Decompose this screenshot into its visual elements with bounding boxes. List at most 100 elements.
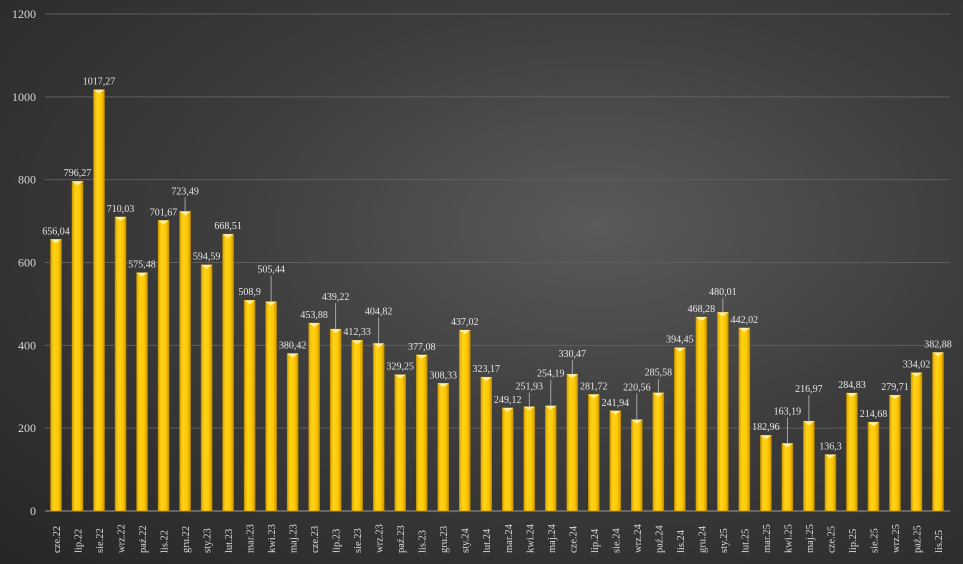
x-tick-label: mar.25 — [762, 524, 773, 553]
data-label: 281,72 — [580, 381, 608, 392]
data-label: 251,93 — [516, 382, 544, 393]
x-tick-label: lip.22 — [74, 529, 85, 553]
x-tick-label: wrz.22 — [117, 524, 128, 553]
bar — [329, 328, 342, 512]
x-tick-label: mar.24 — [504, 523, 515, 553]
data-label: 723,49 — [171, 186, 199, 197]
bar-cap — [545, 405, 557, 410]
x-tick-label: wrz.24 — [633, 523, 644, 553]
data-label: 330,47 — [559, 349, 587, 360]
data-label: 334,02 — [903, 360, 931, 371]
data-label: 163,19 — [774, 406, 802, 417]
bar — [910, 372, 923, 512]
bar-cap — [373, 343, 385, 348]
x-tick-label: lut.24 — [482, 528, 493, 553]
bar-cap — [459, 330, 471, 335]
data-label: 214,68 — [860, 409, 888, 420]
bar-cap — [330, 329, 342, 334]
bar — [136, 272, 148, 512]
x-tick-label: wrz.25 — [891, 524, 902, 553]
bar-cap — [674, 347, 686, 352]
bar-cap — [480, 377, 492, 382]
bar-cap — [717, 312, 729, 317]
bar — [781, 443, 794, 512]
bar-cap — [803, 421, 815, 426]
bar-cap — [932, 352, 944, 357]
bar — [523, 406, 536, 512]
bar — [889, 394, 901, 512]
data-label: 412,33 — [343, 327, 371, 338]
bar-cap — [652, 392, 664, 397]
bar — [114, 216, 127, 512]
bar-cap — [93, 89, 105, 94]
data-label: 480,01 — [709, 287, 737, 298]
x-tick-label: lut.23 — [224, 529, 235, 553]
x-tick-label: mar.23 — [246, 524, 257, 553]
bar — [372, 343, 385, 512]
data-label: 216,97 — [795, 384, 823, 395]
data-label: 710,03 — [107, 204, 135, 215]
x-tick-label: cze.24 — [568, 525, 579, 553]
x-tick-label: lip.23 — [332, 529, 343, 553]
bar — [760, 434, 772, 512]
bar-cap — [437, 383, 449, 388]
bar-cap — [523, 406, 535, 411]
x-tick-label: sie.24 — [611, 527, 622, 553]
bar-cap — [287, 353, 299, 358]
bar — [480, 376, 492, 512]
x-tick-label: lis.22 — [160, 530, 171, 553]
bar — [588, 394, 600, 512]
x-tick-label: paź.24 — [654, 525, 665, 553]
bar-cap — [265, 301, 277, 306]
bar — [631, 419, 643, 512]
bar-cap — [222, 234, 234, 239]
data-label: 136,3 — [819, 442, 842, 453]
data-label: 394,45 — [666, 335, 694, 346]
bar-cap — [566, 374, 578, 379]
bar-cap — [416, 354, 428, 359]
bar — [222, 233, 234, 512]
bar — [717, 311, 729, 512]
bar-cap — [867, 422, 879, 427]
bar — [415, 354, 428, 512]
bar-cap — [846, 393, 858, 398]
bar-cap — [631, 419, 643, 424]
x-tick-label: sty.25 — [719, 528, 730, 553]
bar-cap — [824, 454, 836, 459]
data-label: 1017,27 — [83, 77, 116, 88]
x-tick-label: cze.25 — [826, 526, 837, 553]
bar — [265, 301, 277, 512]
x-tick-label: lip.24 — [590, 528, 601, 553]
bar — [200, 264, 213, 512]
data-label: 453,88 — [300, 310, 328, 321]
data-label: 284,83 — [838, 380, 866, 391]
data-label: 656,04 — [42, 226, 70, 237]
bar-cap — [760, 435, 772, 440]
y-tick-label: 1200 — [12, 7, 36, 21]
bar — [738, 327, 751, 512]
bar-cap — [351, 340, 363, 345]
bar-cap — [179, 211, 191, 216]
bar — [243, 299, 256, 512]
x-tick-label: sty.23 — [203, 528, 214, 553]
bar-cap — [889, 395, 901, 400]
x-tick-label: sty.24 — [461, 528, 472, 553]
bar-cap — [695, 317, 707, 322]
data-label: 382,88 — [924, 339, 952, 350]
bar — [502, 407, 514, 512]
y-tick-label: 800 — [18, 173, 36, 187]
bar — [394, 374, 406, 512]
bar-cap — [394, 374, 406, 379]
x-tick-label: gru.23 — [439, 526, 450, 553]
data-label: 279,71 — [881, 382, 909, 393]
x-tick-label: gru.22 — [181, 526, 192, 553]
data-label: 668,51 — [214, 221, 242, 232]
bar-cap — [201, 264, 213, 269]
data-label: 575,48 — [128, 260, 156, 271]
x-tick-label: paź.22 — [138, 525, 149, 553]
bar-cap — [588, 394, 600, 399]
x-tick-label: maj.23 — [289, 524, 300, 553]
bar-cap — [158, 220, 170, 225]
data-label: 220,56 — [623, 383, 651, 394]
bar — [867, 421, 880, 512]
